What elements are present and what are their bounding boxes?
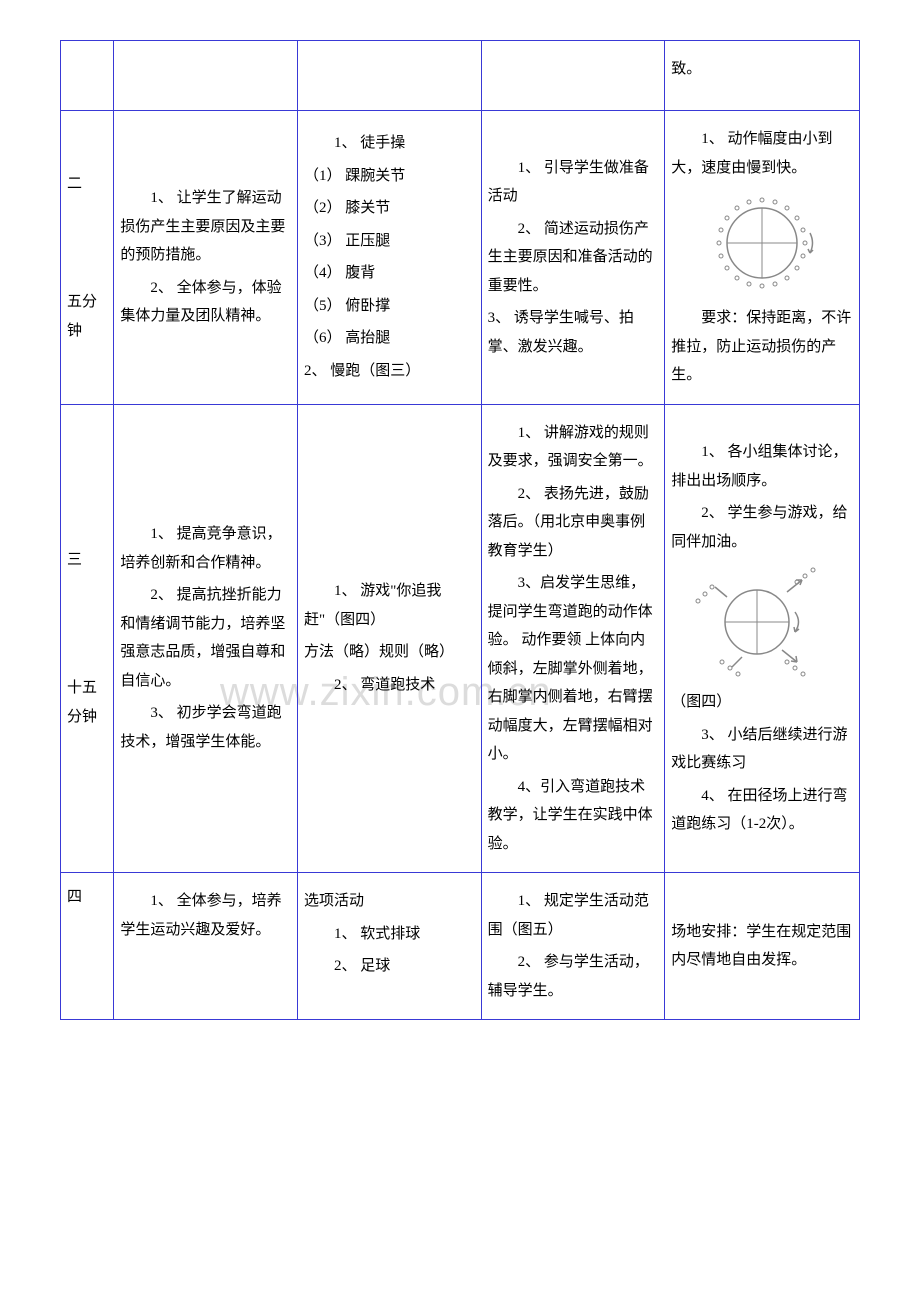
text: （1） 踝腕关节 [304, 162, 475, 191]
table-row: 三 十五分钟 1、 提高竞争意识，培养创新和合作精神。 2、 提高抗挫折能力和情… [61, 404, 860, 873]
cell-student: 1、 各小组集体讨论，排出出场顺序。 2、 学生参与游戏，给同伴加油。 [665, 404, 860, 873]
text: 场地安排：学生在规定范围内尽情地自由发挥。 [671, 918, 853, 975]
text: 2、 简述运动损伤产生主要原因和准备活动的重要性。 [488, 215, 659, 301]
text: 1、 游戏"你追我赶"（图四） [304, 577, 475, 634]
text: 2、 表扬先进，鼓励落后。（用北京申奥事例教育学生） [488, 480, 659, 566]
text: 4、 在田径场上进行弯道跑练习（1-2次）。 [671, 782, 853, 839]
text: 1、 徒手操 [304, 129, 475, 158]
text: 1、 动作幅度由小到大，速度由慢到快。 [671, 125, 853, 182]
text: 1、 提高竞争意识，培养创新和合作精神。 [120, 520, 291, 577]
table-row: 二 五分钟 1、 让学生了解运动损伤产生主要原因及主要的预防措施。 2、 全体参… [61, 111, 860, 405]
text: （5） 俯卧撑 [304, 292, 475, 321]
diagram-caption: （图四） [671, 688, 853, 717]
text: 3、启发学生思维，提问学生弯道跑的动作体验。 动作要领 上体向内倾斜，左脚掌外侧… [488, 569, 659, 769]
cell-section: 四 [61, 873, 114, 1020]
text: 1、 全体参与，培养学生运动兴趣及爱好。 [120, 887, 291, 944]
cell-goal: 1、 提高竞争意识，培养创新和合作精神。 2、 提高抗挫折能力和情绪调节能力，培… [114, 404, 298, 873]
cell-student: 致。 [665, 41, 860, 111]
text: 1、 规定学生活动范围（图五） [488, 887, 659, 944]
text: 1、 软式排球 [304, 920, 475, 949]
cell-teacher: 1、 引导学生做准备活动 2、 简述运动损伤产生主要原因和准备活动的重要性。 3… [481, 111, 665, 405]
cell-teacher [481, 41, 665, 111]
cell-content [298, 41, 482, 111]
section-time: 十五分钟 [67, 674, 107, 731]
section-num: 二 [67, 170, 107, 199]
text: 2、 弯道跑技术 [304, 671, 475, 700]
text: 方法（略）规则（略） [304, 638, 475, 667]
text: 2、 足球 [304, 952, 475, 981]
cell-content: 选项活动 1、 软式排球 2、 足球 [298, 873, 482, 1020]
cell-content: 1、 徒手操 （1） 踝腕关节 （2） 膝关节 （3） 正压腿 （4） 腹背 （… [298, 111, 482, 405]
text: 2、 全体参与，体验集体力量及团队精神。 [120, 274, 291, 331]
cell-teacher: 1、 讲解游戏的规则及要求，强调安全第一。 2、 表扬先进，鼓励落后。（用北京申… [481, 404, 665, 873]
text: 要求：保持距离，不许推拉，防止运动损伤的产生。 [671, 304, 853, 390]
cell-content: 1、 游戏"你追我赶"（图四） 方法（略）规则（略） 2、 弯道跑技术 [298, 404, 482, 873]
text: 1、 引导学生做准备活动 [488, 154, 659, 211]
text: （2） 膝关节 [304, 194, 475, 223]
cell-student: 1、 动作幅度由小到大，速度由慢到快。 要求：保持距离，不许推拉，防止运动损伤的 [665, 111, 860, 405]
section-num: 三 [67, 546, 107, 575]
diagram-circle-arrows-icon [687, 562, 837, 682]
cell-section: 二 五分钟 [61, 111, 114, 405]
table-row: 致。 [61, 41, 860, 111]
section-num: 四 [67, 883, 107, 912]
text: 3、 诱导学生喊号、拍掌、激发兴趣。 [488, 304, 659, 361]
text: 致。 [671, 55, 853, 84]
text: （3） 正压腿 [304, 227, 475, 256]
text: （4） 腹背 [304, 259, 475, 288]
text: 1、 让学生了解运动损伤产生主要原因及主要的预防措施。 [120, 184, 291, 270]
cell-goal: 1、 全体参与，培养学生运动兴趣及爱好。 [114, 873, 298, 1020]
cell-teacher: 1、 规定学生活动范围（图五） 2、 参与学生活动，辅导学生。 [481, 873, 665, 1020]
text: 选项活动 [304, 887, 475, 916]
text: 4、引入弯道跑技术教学，让学生在实践中体验。 [488, 773, 659, 859]
text: 3、 初步学会弯道跑技术，增强学生体能。 [120, 699, 291, 756]
text: （6） 高抬腿 [304, 324, 475, 353]
cell-goal [114, 41, 298, 111]
cell-goal: 1、 让学生了解运动损伤产生主要原因及主要的预防措施。 2、 全体参与，体验集体… [114, 111, 298, 405]
text: 1、 各小组集体讨论，排出出场顺序。 [671, 438, 853, 495]
cell-student: 场地安排：学生在规定范围内尽情地自由发挥。 [665, 873, 860, 1020]
text: 1、 讲解游戏的规则及要求，强调安全第一。 [488, 419, 659, 476]
text: 2、 提高抗挫折能力和情绪调节能力，培养坚强意志品质，增强自尊和自信心。 [120, 581, 291, 695]
cell-section [61, 41, 114, 111]
text: 2、 参与学生活动，辅导学生。 [488, 948, 659, 1005]
lesson-plan-table: 致。 二 五分钟 1、 让学生了解运动损伤产生主要原因及主要的预防措施。 2、 … [60, 40, 860, 1020]
table-row: 四 1、 全体参与，培养学生运动兴趣及爱好。 选项活动 1、 软式排球 2、 足… [61, 873, 860, 1020]
text: 2、 学生参与游戏，给同伴加油。 [671, 499, 853, 556]
diagram-circle-icon [697, 188, 827, 298]
text: 2、 慢跑（图三） [304, 357, 475, 386]
text: 3、 小结后继续进行游戏比赛练习 [671, 721, 853, 778]
cell-section: 三 十五分钟 [61, 404, 114, 873]
section-time: 五分钟 [67, 288, 107, 345]
